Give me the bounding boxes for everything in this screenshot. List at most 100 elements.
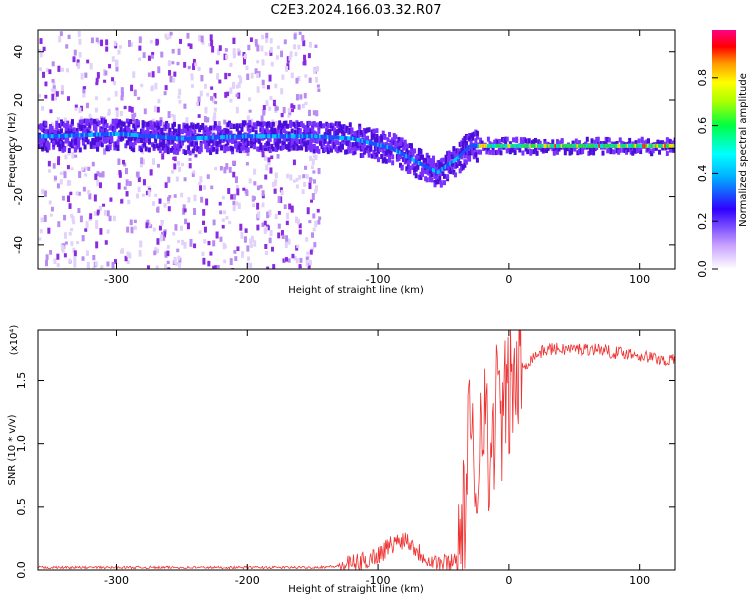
ridge-cell bbox=[262, 128, 266, 134]
ridge-cell bbox=[573, 146, 577, 152]
ridge-cell bbox=[399, 154, 403, 160]
ridge-cell bbox=[50, 128, 54, 134]
ridge-cell bbox=[124, 143, 128, 149]
ridge-cell bbox=[103, 127, 107, 133]
ridge-cell bbox=[574, 138, 578, 144]
ridge-cell bbox=[303, 141, 307, 147]
ridge-core bbox=[136, 133, 140, 138]
noise-speckle bbox=[103, 209, 107, 216]
ridge-core bbox=[333, 135, 336, 140]
ridge-core bbox=[190, 136, 193, 141]
ridge-core bbox=[140, 133, 143, 138]
ridge-cell bbox=[289, 135, 293, 141]
ridge-cell bbox=[307, 144, 311, 150]
noise-speckle bbox=[242, 52, 246, 56]
ridge-cell bbox=[107, 146, 111, 152]
ridge-cell bbox=[618, 147, 622, 153]
noise-speckle bbox=[133, 112, 137, 118]
ridge-cell bbox=[435, 179, 439, 185]
ridge-core bbox=[370, 141, 374, 146]
ridge-cell bbox=[99, 129, 103, 135]
ridge-cell bbox=[190, 122, 194, 128]
ridge-cell bbox=[665, 150, 669, 156]
noise-speckle bbox=[69, 191, 73, 196]
noise-speckle bbox=[157, 66, 161, 74]
noise-speckle bbox=[313, 242, 317, 248]
ridge-core bbox=[654, 143, 658, 148]
ridge-cell bbox=[400, 137, 404, 143]
ridge-cell bbox=[166, 123, 170, 129]
ridge-core bbox=[391, 146, 394, 151]
noise-speckle bbox=[262, 85, 266, 89]
noise-speckle bbox=[128, 39, 132, 47]
noise-speckle bbox=[167, 267, 171, 269]
noise-speckle bbox=[156, 238, 160, 245]
ridge-cell bbox=[555, 149, 559, 155]
noise-speckle bbox=[189, 242, 193, 247]
noise-speckle bbox=[130, 84, 134, 92]
ridge-core bbox=[242, 134, 245, 139]
ridge-cell bbox=[486, 136, 490, 142]
ridge-core bbox=[199, 135, 203, 140]
ridge-cell bbox=[394, 134, 398, 140]
ridge-core bbox=[292, 134, 295, 139]
noise-speckle bbox=[96, 212, 100, 216]
noise-speckle bbox=[229, 62, 233, 67]
ridge-core bbox=[119, 132, 123, 137]
ridge-cell bbox=[359, 145, 363, 151]
noise-speckle bbox=[162, 236, 166, 241]
ridge-cell bbox=[320, 144, 324, 150]
ridge-cell bbox=[670, 140, 674, 146]
noise-speckle bbox=[63, 117, 67, 123]
ridge-cell bbox=[559, 140, 563, 146]
ridge-cell bbox=[293, 135, 297, 141]
ridge-cell bbox=[168, 132, 172, 138]
ridge-core bbox=[369, 140, 372, 145]
ridge-core bbox=[647, 143, 650, 148]
noise-speckle bbox=[81, 256, 85, 261]
noise-speckle bbox=[118, 170, 122, 176]
noise-speckle bbox=[271, 119, 275, 124]
ridge-cell bbox=[108, 139, 112, 145]
noise-speckle bbox=[83, 86, 87, 90]
ridge-core bbox=[563, 143, 567, 148]
ridge-cell bbox=[422, 168, 426, 174]
ridge-cell bbox=[212, 140, 216, 146]
noise-speckle bbox=[290, 72, 294, 79]
ridge-core bbox=[322, 134, 325, 139]
ridge-cell bbox=[127, 136, 131, 142]
ridge-cell bbox=[463, 153, 467, 159]
noise-speckle bbox=[221, 218, 225, 222]
noise-speckle bbox=[56, 117, 60, 121]
ridge-core bbox=[191, 136, 195, 141]
noise-speckle bbox=[135, 193, 139, 199]
noise-speckle bbox=[171, 61, 175, 65]
x-tick-label: -300 bbox=[104, 273, 129, 286]
ridge-cell bbox=[296, 129, 300, 135]
ridge-core bbox=[397, 149, 400, 154]
ridge-cell bbox=[100, 128, 104, 134]
ridge-cell bbox=[204, 142, 208, 148]
noise-speckle bbox=[308, 177, 312, 183]
noise-speckle bbox=[252, 196, 256, 201]
ridge-cell bbox=[453, 163, 457, 169]
ridge-core bbox=[157, 134, 160, 139]
ridge-cell bbox=[246, 126, 250, 132]
ridge-cell bbox=[129, 141, 133, 147]
noise-speckle bbox=[151, 118, 155, 123]
noise-speckle bbox=[63, 171, 67, 179]
noise-speckle bbox=[273, 188, 277, 194]
noise-speckle bbox=[283, 204, 287, 210]
ridge-core bbox=[92, 132, 96, 137]
noise-speckle bbox=[190, 73, 194, 78]
ridge-core bbox=[479, 143, 482, 148]
noise-speckle bbox=[94, 107, 98, 113]
noise-speckle bbox=[316, 208, 320, 213]
ridge-cell bbox=[389, 141, 393, 147]
noise-speckle bbox=[225, 163, 229, 170]
colorbar-tick-label: 0.8 bbox=[696, 69, 709, 87]
ridge-cell bbox=[174, 132, 178, 138]
colorbar-tick-label: 0.0 bbox=[696, 260, 709, 278]
ridge-cell bbox=[430, 177, 434, 183]
